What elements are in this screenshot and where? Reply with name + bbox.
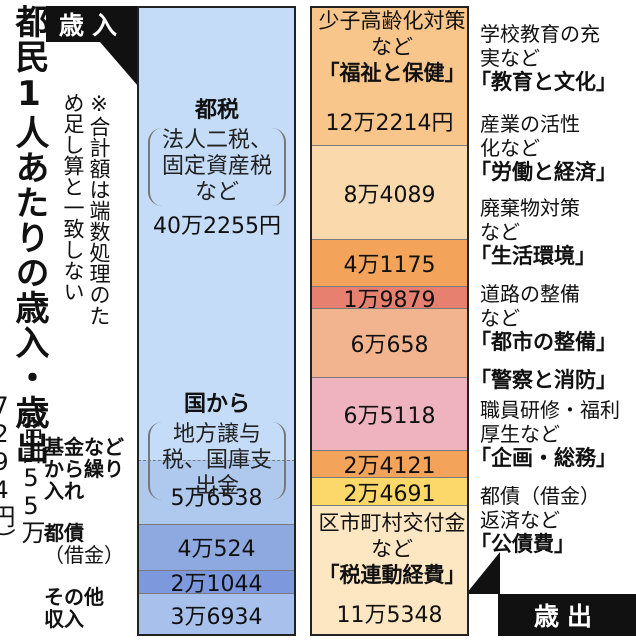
revenue-header-wedge: [100, 42, 138, 86]
welfare-text-block: 少子高齢化対策など 「福祉と保健」: [318, 8, 466, 86]
expenditure-value-label: 12万2214円: [325, 110, 454, 136]
expenditure-segment: 1万9879: [311, 285, 468, 313]
industry-category: 「労働と経済」: [470, 160, 617, 184]
staff-desc: 職員研修・福利厚生など: [480, 398, 620, 446]
local-text-block: 区市町村交付金など 「税連動経費」: [318, 510, 466, 588]
revenue-value-label: 2万1044: [170, 572, 263, 598]
revenue-segment: 3万6934: [138, 593, 295, 635]
industry-desc: 産業の活性化など: [480, 112, 580, 160]
other-label: その他収入: [44, 585, 104, 631]
revenue-value-label: 5万6538: [170, 485, 263, 511]
tax-title: 都税: [194, 98, 239, 123]
police-label: 「警察と消防」: [470, 368, 636, 392]
footnote: ※合計額は端数処理のため足し算と一致しない: [61, 92, 111, 326]
expenditure-value-label: 2万4121: [343, 454, 436, 480]
revenue-header: 歳入: [46, 6, 138, 42]
expenditure-segment: 6万658: [311, 308, 468, 377]
tax-detail: 法人二税、固定資産税など: [148, 128, 286, 206]
expenditure-segment: 11万5348: [311, 505, 468, 635]
expenditure-value-label: 2万4691: [343, 481, 436, 507]
expenditure-segment: 2万4691: [311, 477, 468, 507]
expenditure-segment: 4万1175: [311, 239, 468, 286]
debt-label: 都債（借金）返済など 「公債費」: [470, 484, 636, 556]
expenditure-value-label: 8万4089: [343, 182, 436, 208]
roads-desc: 道路の整備など: [480, 282, 580, 330]
welfare-top: 少子高齢化対策など: [318, 9, 466, 59]
welfare-quoted: 「福祉と保健」: [318, 61, 466, 85]
police-category: 「警察と消防」: [470, 368, 617, 392]
local-top: 区市町村交付金など: [318, 511, 466, 561]
staff-label: 職員研修・福利厚生など 「企画・総務」: [470, 398, 636, 470]
revenue-segment: [138, 7, 295, 461]
revenue-value-label: 4万524: [177, 537, 256, 563]
local-quoted: 「税連動経費」: [318, 563, 466, 587]
education-desc: 学校教育の充実など: [480, 22, 600, 70]
chart-title: 都民1人あたりの歳入・歳出: [9, 4, 49, 465]
national-title: 国から: [183, 392, 250, 417]
waste-desc: 廃棄物対策など: [480, 196, 580, 244]
expenditure-value-label: 6万5118: [343, 403, 436, 429]
bond-sub-label: （借金）: [44, 543, 124, 567]
expenditure-segment: 8万4089: [311, 144, 468, 240]
expenditure-value-label: 4万1175: [343, 253, 436, 279]
expenditure-segment: 6万5118: [311, 376, 468, 450]
revenue-segment: 2万1044: [138, 569, 295, 597]
waste-label: 廃棄物対策など 「生活環境」: [470, 196, 636, 268]
expenditure-segment: 2万4121: [311, 450, 468, 480]
waste-category: 「生活環境」: [470, 244, 596, 268]
national-text-block: 国から 地方譲与税、国庫支出金: [140, 392, 294, 504]
education-category: 「教育と文化」: [470, 70, 617, 94]
debt-desc: 都債（借金）返済など: [480, 484, 600, 532]
total-note: （合計55万7294円）: [0, 392, 45, 552]
industry-label: 産業の活性化など 「労働と経済」: [470, 112, 636, 184]
expenditure-header-wedge: [466, 552, 500, 594]
fund-label: 基金などから繰り入れ: [44, 435, 124, 503]
education-label: 学校教育の充実など 「教育と文化」: [470, 22, 636, 94]
national-detail: 地方譲与税、国庫支出金: [148, 422, 286, 500]
roads-label: 道路の整備など 「都市の整備」: [470, 282, 636, 354]
expenditure-value-label: 11万5348: [336, 602, 443, 628]
bond-label-block: 都債 （借金）: [44, 522, 140, 566]
tax-text-block: 都税 法人二税、固定資産税など 40万2255円: [140, 98, 294, 240]
bond-label: 都債: [44, 521, 84, 545]
expenditure-value-label: 6万658: [350, 332, 429, 358]
debt-category: 「公債費」: [470, 532, 575, 556]
staff-category: 「企画・総務」: [470, 446, 617, 470]
expenditure-header: 歳出: [498, 594, 636, 636]
revenue-value-label: 3万6934: [170, 604, 263, 630]
roads-category: 「都市の整備」: [470, 330, 617, 354]
revenue-segment: 4万524: [138, 524, 295, 570]
revenue-segment: 5万6538: [138, 460, 295, 524]
expenditure-segment: 12万2214円: [311, 7, 468, 145]
tax-value: 40万2255円: [153, 214, 281, 239]
